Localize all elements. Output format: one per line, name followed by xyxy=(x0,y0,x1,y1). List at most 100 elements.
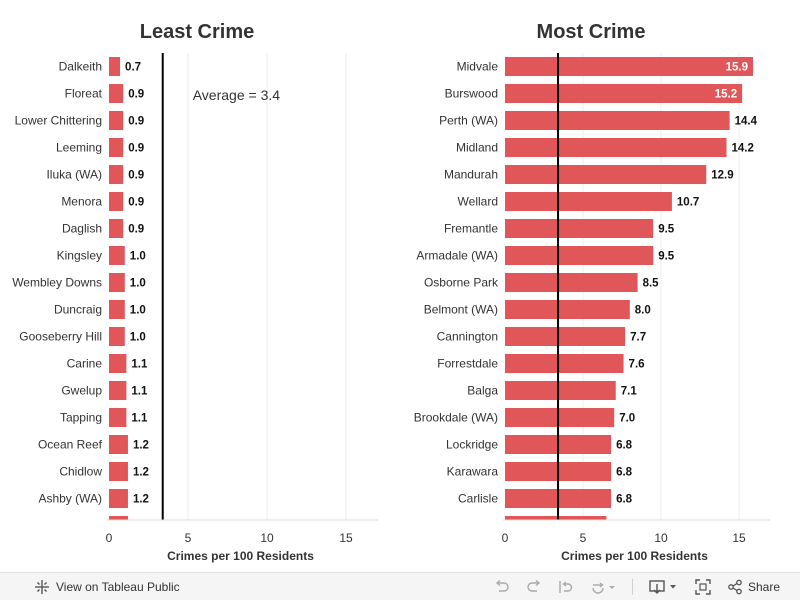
chart2-category-label: Burswood xyxy=(445,87,498,101)
chart2-bar xyxy=(505,111,730,130)
chart1-value-label: 0.9 xyxy=(128,116,144,128)
chart1-category-label: Dalkeith xyxy=(59,60,102,74)
chart2-value-label: 7.6 xyxy=(629,359,645,371)
chart1-value-label: 0.9 xyxy=(128,89,144,101)
chart1-bar xyxy=(109,219,124,238)
fullscreen-icon xyxy=(695,578,711,595)
chart2-bar xyxy=(505,300,630,319)
chart1-value-label: 0.9 xyxy=(128,143,144,155)
chart1-category-label: Gooseberry Hill xyxy=(19,330,102,344)
chart1-value-label: 1.0 xyxy=(130,332,146,344)
chart2-category-label: Lockridge xyxy=(446,438,498,452)
view-on-tableau-link[interactable]: View on Tableau Public xyxy=(34,579,180,595)
chart1-category-label: Leeming xyxy=(56,141,102,155)
chart2-category-label: Perth (WA) xyxy=(439,114,498,128)
chart2-bar xyxy=(505,192,672,211)
chart2-value-label: 6.8 xyxy=(616,467,633,479)
chart2-bar xyxy=(505,246,654,265)
chart2-bar xyxy=(505,165,707,184)
chart1-value-label: 1.2 xyxy=(133,440,149,452)
tableau-toolbar: View on Tableau Public Share xyxy=(0,572,800,600)
chart2-tick-label: 10 xyxy=(654,531,668,545)
chart1-tick-label: 5 xyxy=(185,531,192,545)
chart2-bar xyxy=(505,84,743,103)
chart2-title: Most Crime xyxy=(537,21,646,43)
chart2-value-label: 9.5 xyxy=(658,224,675,236)
chart1-tick-label: 0 xyxy=(106,531,113,545)
chart1-value-label: 1.2 xyxy=(133,467,149,479)
chart1-category-label: Ocean Reef xyxy=(38,438,103,452)
chart2-category-label: Brookdale (WA) xyxy=(414,411,498,425)
chart1-value-label: 1.1 xyxy=(131,359,148,371)
chart1-value-label: 1.0 xyxy=(130,305,146,317)
redo-button[interactable] xyxy=(526,573,542,600)
chart1-category-label: Duncraig xyxy=(54,303,102,317)
chart1-value-label: 0.9 xyxy=(128,224,144,236)
chart2-category-label: Armadale (WA) xyxy=(416,249,498,263)
chart1-category-label: Carine xyxy=(67,357,103,371)
chart1-x-axis-title: Crimes per 100 Residents xyxy=(167,549,314,563)
chart1-tick-label: 15 xyxy=(339,531,353,545)
chart2-value-label: 6.8 xyxy=(616,494,633,506)
chart2-category-label: Carlisle xyxy=(458,492,498,506)
undo-button[interactable] xyxy=(494,573,510,600)
chart1-value-label: 1.0 xyxy=(130,251,146,263)
chart2-value-label: 7.0 xyxy=(619,413,635,425)
share-button[interactable]: Share xyxy=(727,573,780,600)
chart2-value-label: 14.2 xyxy=(732,143,754,155)
chart1-category-label: Daglish xyxy=(62,222,102,236)
chart1-bar xyxy=(109,489,128,508)
share-icon xyxy=(728,579,742,594)
chart1-bar xyxy=(109,246,125,265)
chart1-bar xyxy=(109,408,127,427)
chart1-bar xyxy=(109,381,127,400)
chart1-value-label: 1.1 xyxy=(131,413,148,425)
chart2-bar-partial xyxy=(505,516,607,520)
tableau-logo-icon xyxy=(35,579,49,594)
chart2-value-label: 9.5 xyxy=(658,251,675,263)
chart2-bar xyxy=(505,354,624,373)
chart2-tick-label: 0 xyxy=(502,531,509,545)
chart1-category-label: Lower Chittering xyxy=(15,114,102,128)
chart2-category-label: Osborne Park xyxy=(424,276,499,290)
chart1-bar xyxy=(109,300,125,319)
chart2-value-label: 14.4 xyxy=(735,116,758,128)
chart1-bar xyxy=(109,57,121,76)
chart1-title: Least Crime xyxy=(140,21,255,43)
chart2-bar xyxy=(505,138,727,157)
chart2-category-label: Karawara xyxy=(447,465,499,479)
chart1-category-label: Ashby (WA) xyxy=(38,492,102,506)
chart2-category-label: Forrestdale xyxy=(437,357,498,371)
chart1-value-label: 0.9 xyxy=(128,197,144,209)
share-label: Share xyxy=(747,579,780,594)
chart1-category-label: Kingsley xyxy=(57,249,102,263)
chart2-value-label: 15.9 xyxy=(726,62,748,74)
chart2-tick-label: 15 xyxy=(732,531,746,545)
chart1-bar xyxy=(109,435,128,454)
chart2-value-label: 7.7 xyxy=(630,332,646,344)
chart1-category-label: Wembley Downs xyxy=(12,276,102,290)
chart2-category-label: Midland xyxy=(456,141,498,155)
chart1-value-label: 1.2 xyxy=(133,494,149,506)
chart2-category-label: Wellard xyxy=(458,195,498,209)
chart2-category-label: Belmont (WA) xyxy=(424,303,498,317)
chart2-bar xyxy=(505,57,754,76)
chart1-bar xyxy=(109,327,125,346)
undo-icon xyxy=(495,579,509,592)
chart1-bar xyxy=(109,138,124,157)
redo-icon xyxy=(527,579,541,592)
chart2-category-label: Fremantle xyxy=(444,222,498,236)
chart2-bar xyxy=(505,408,615,427)
chart1-category-label: Tapping xyxy=(60,411,102,425)
chart2-x-axis-title: Crimes per 100 Residents xyxy=(561,549,708,563)
fullscreen-button[interactable] xyxy=(695,573,711,600)
chart2-bar xyxy=(505,273,638,292)
revert-button[interactable] xyxy=(558,573,574,600)
refresh-button[interactable] xyxy=(590,573,616,600)
chart2-tick-label: 5 xyxy=(580,531,587,545)
chart2-value-label: 8.0 xyxy=(635,305,651,317)
download-button[interactable] xyxy=(649,573,679,600)
chart2-bar xyxy=(505,219,654,238)
chart1-bar xyxy=(109,354,127,373)
chart1-bar xyxy=(109,165,124,184)
